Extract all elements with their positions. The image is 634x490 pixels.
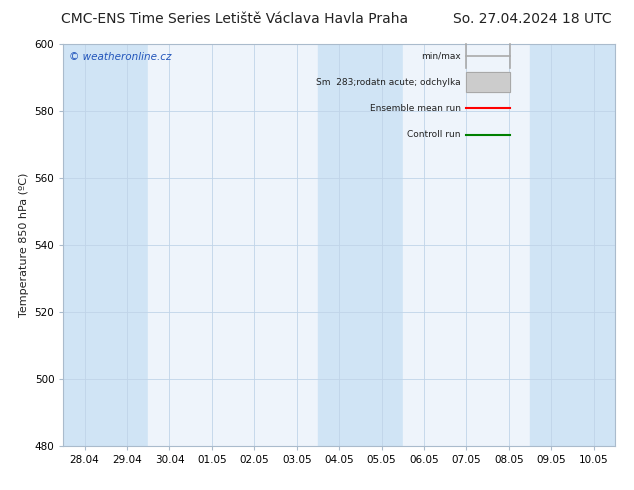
Bar (466, 72, 510, 92)
Text: © weatheronline.cz: © weatheronline.cz (69, 52, 171, 62)
Text: So. 27.04.2024 18 UTC: So. 27.04.2024 18 UTC (453, 12, 612, 26)
Text: Ensemble mean run: Ensemble mean run (370, 104, 460, 113)
Text: Controll run: Controll run (407, 130, 460, 139)
Bar (445, 44, 488, 446)
Bar (191, 44, 233, 446)
Bar (466, 72, 510, 92)
Bar (488, 44, 530, 446)
Bar (63, 44, 106, 446)
Y-axis label: Temperature 850 hPa (ºC): Temperature 850 hPa (ºC) (19, 173, 29, 317)
Bar (318, 44, 360, 446)
Bar (148, 44, 191, 446)
Bar (233, 44, 276, 446)
Bar (106, 44, 148, 446)
Bar (360, 44, 403, 446)
Bar (403, 44, 445, 446)
Bar (276, 44, 318, 446)
Text: CMC-ENS Time Series Letiště Václava Havla Praha: CMC-ENS Time Series Letiště Václava Havl… (61, 12, 408, 26)
Bar (530, 44, 573, 446)
Text: Sm  283;rodatn acute; odchylka: Sm 283;rodatn acute; odchylka (316, 78, 460, 87)
Bar (573, 44, 615, 446)
Text: min/max: min/max (421, 51, 460, 61)
